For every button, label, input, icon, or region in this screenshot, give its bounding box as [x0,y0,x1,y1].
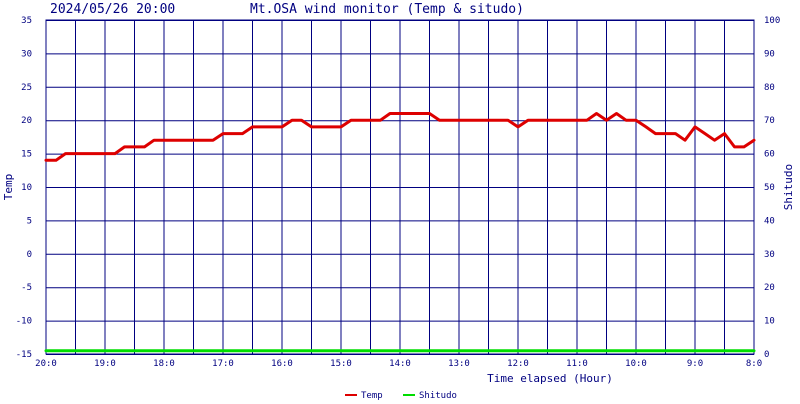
y-right-tick-label: 80 [764,83,775,93]
y-left-tick-label: -10 [16,317,32,327]
y-right-tick-label: 90 [764,49,775,59]
y-right-tick-label: 0 [764,350,769,360]
x-tick-label: 11:0 [566,359,588,369]
y-left-tick-label: 5 [27,216,32,226]
y-right-tick-label: 50 [764,183,775,193]
y-axis-left-label: Temp [2,174,15,201]
legend: Temp Shitudo [345,391,457,401]
grid [45,19,755,355]
y-left-tick-label: 20 [21,116,32,126]
x-tick-label: 15:0 [330,359,352,369]
legend-temp-label: Temp [361,391,383,400]
y-left-tick-label: 30 [21,49,32,59]
x-tick-label: 19:0 [94,359,116,369]
x-axis-ticks: 20:0 19:0 18:0 17:0 16:0 15:0 14:0 13:0 12:0 11:0… [35,359,762,369]
y-left-tick-label: 0 [27,250,32,260]
x-axis-label: Time elapsed (Hour) [487,372,613,385]
x-tick-label: 10:0 [625,359,647,369]
y-right-tick-label: 20 [764,283,775,293]
x-tick-label: 16:0 [271,359,293,369]
x-tick-label: 12:0 [507,359,529,369]
chart-title: Mt.OSA wind monitor (Temp & situdo) [250,2,524,17]
y-right-tick-label: 10 [764,317,775,327]
temp-series-line [44,112,756,162]
y-right-tick-label: 60 [764,150,775,160]
y-right-tick-label: 100 [764,16,780,26]
y-left-tick-label: -15 [16,350,32,360]
y-left-tick-label: 25 [21,83,32,93]
legend-humidity-label: Shitudo [419,391,457,400]
x-tick-label: 17:0 [212,359,234,369]
left-axis-ticks: 35 30 25 20 15 10 5 0 -5 -10 -15 [16,16,32,360]
y-left-tick-label: 35 [21,16,32,26]
y-axis-right-label: Shitudo [782,164,795,210]
y-left-tick-label: 10 [21,183,32,193]
y-right-tick-label: 40 [764,216,775,226]
x-tick-label: 9:0 [687,359,703,369]
y-left-tick-label: 15 [21,150,32,160]
x-tick-label: 14:0 [389,359,411,369]
y-left-tick-label: -5 [21,283,32,293]
header-timestamp: 2024/05/26 20:00 [50,2,175,17]
series-lines [44,112,756,353]
x-tick-label: 18:0 [153,359,175,369]
x-tick-label: 20:0 [35,359,57,369]
x-tick-label: 8:0 [746,359,762,369]
y-right-tick-label: 70 [764,116,775,126]
x-tick-label: 13:0 [448,359,470,369]
y-right-tick-label: 30 [764,250,775,260]
